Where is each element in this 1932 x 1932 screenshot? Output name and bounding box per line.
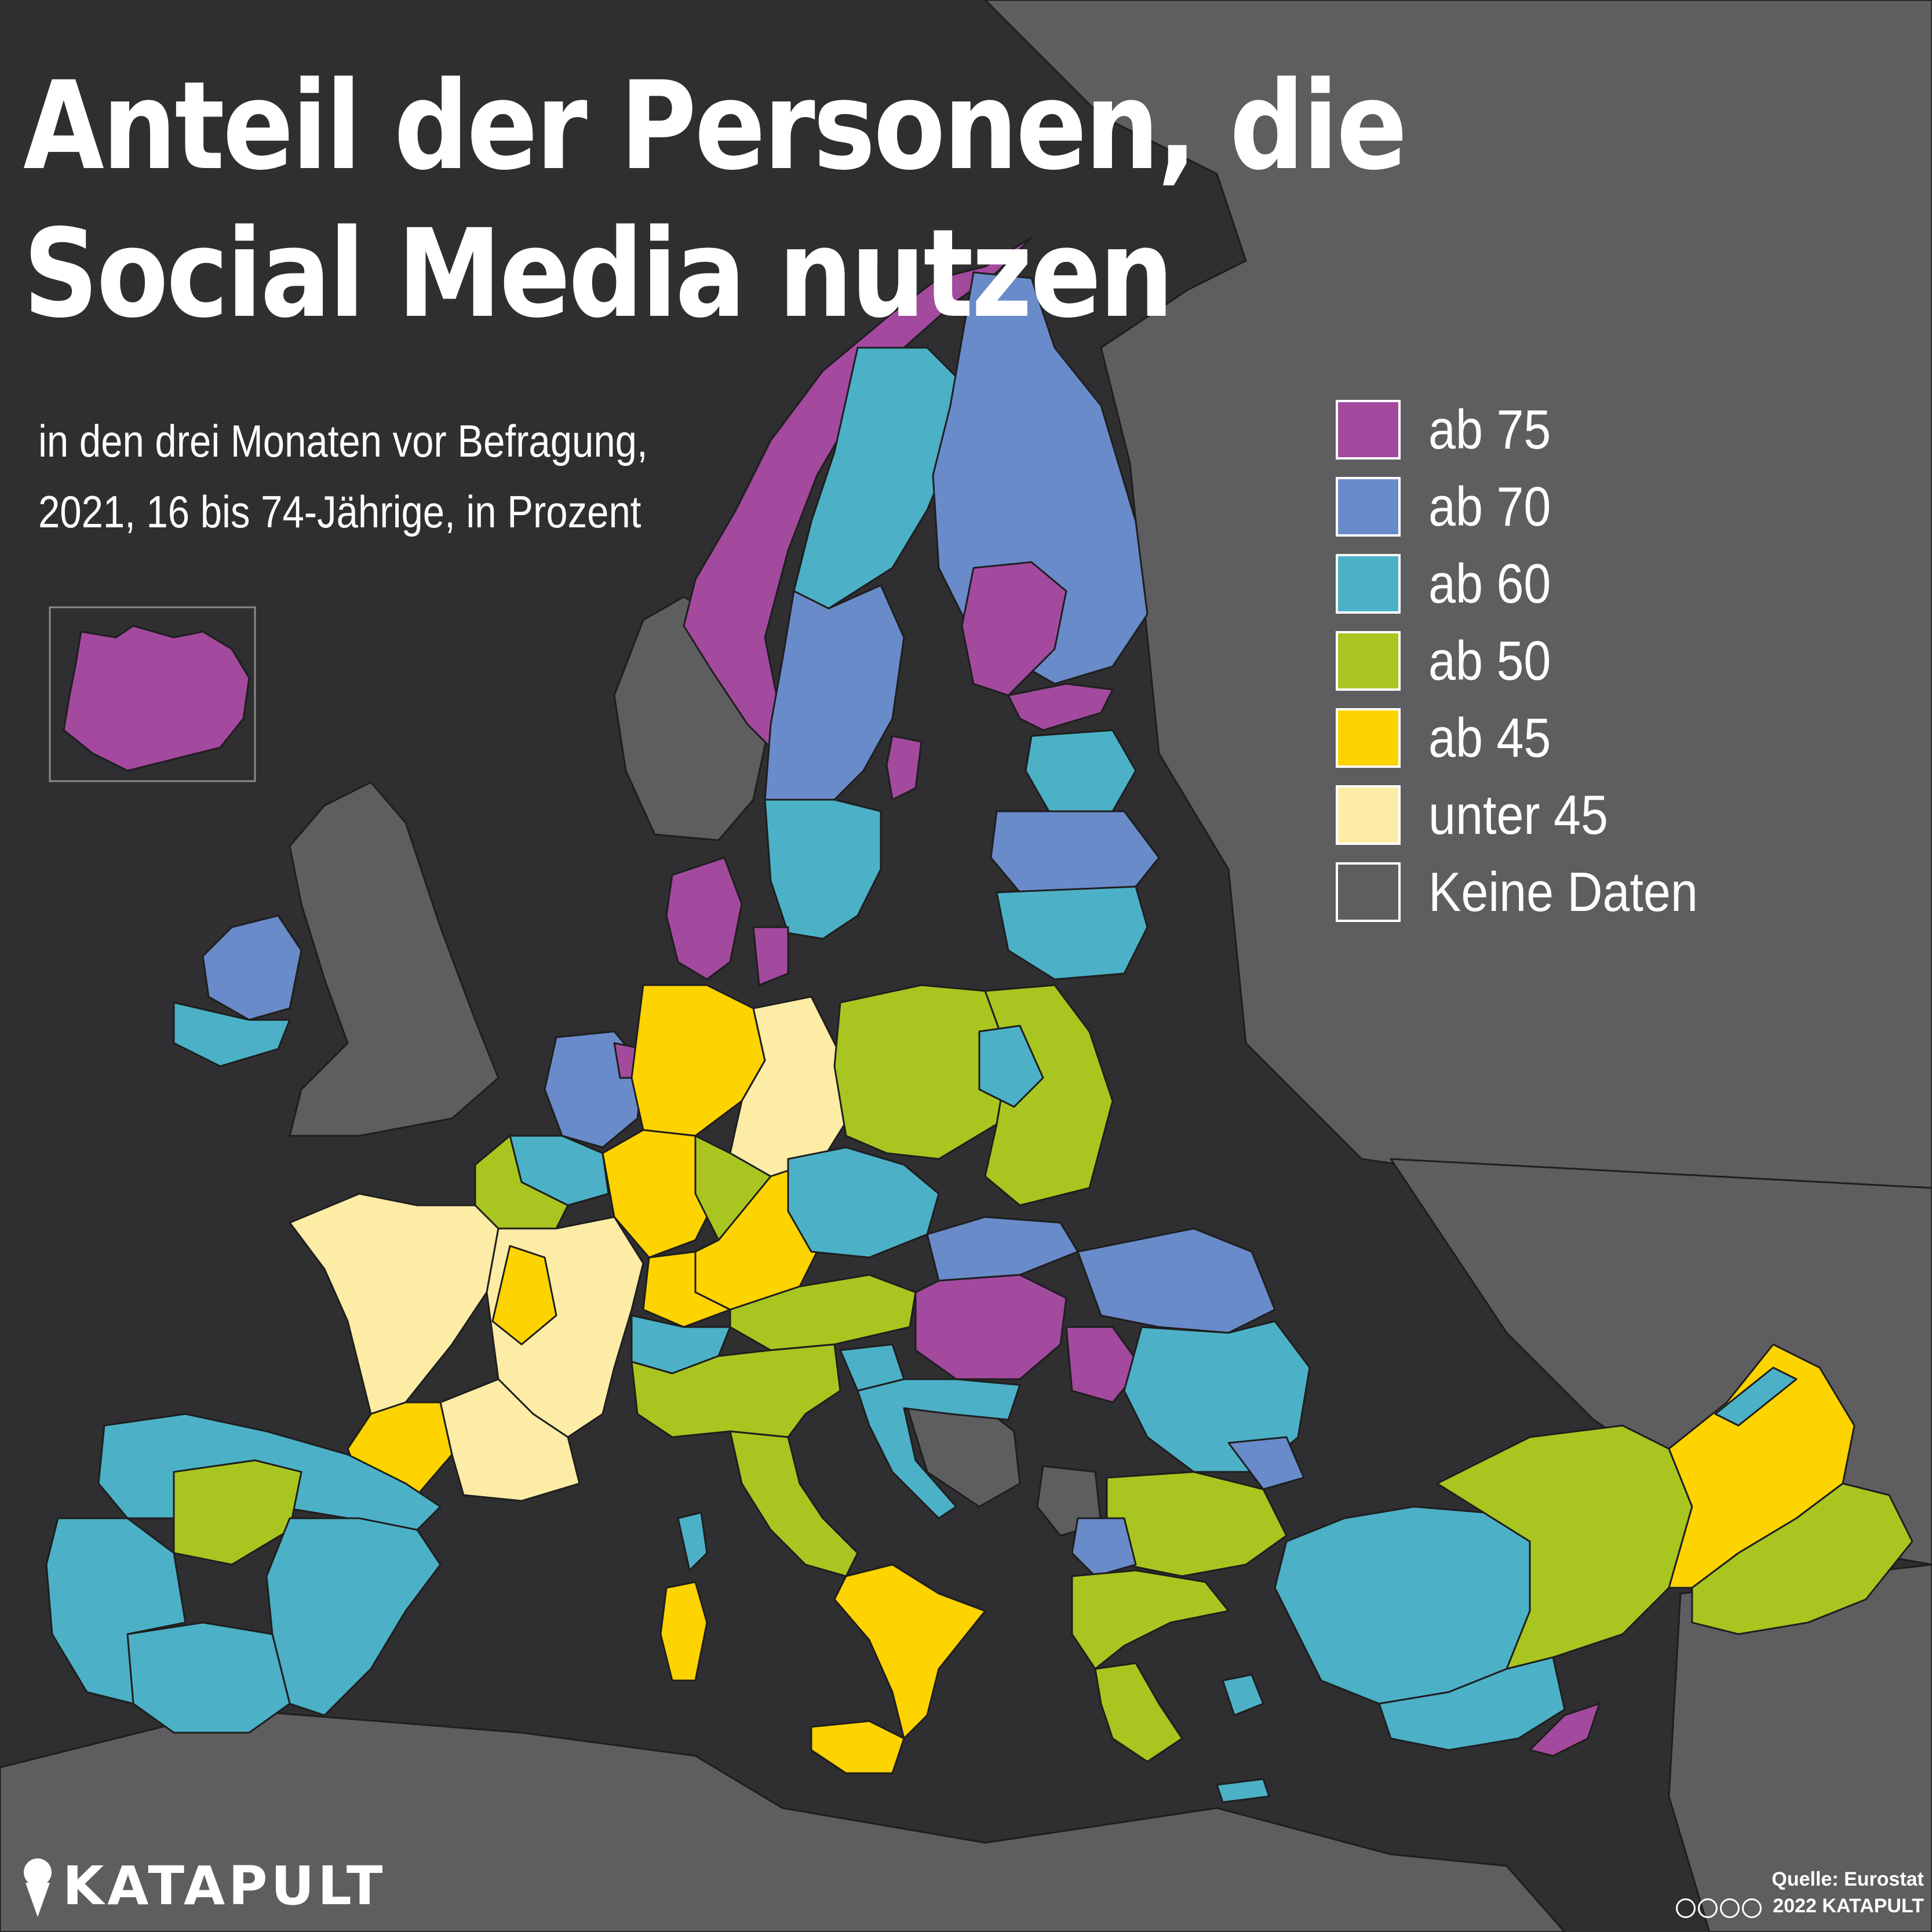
region-austria <box>729 1274 917 1351</box>
copyright-line: 2022 KATAPULT <box>1674 1893 1924 1920</box>
region-turkey-north-coast <box>1714 1366 1798 1427</box>
region-denmark-zealand <box>752 926 789 986</box>
region-lithuania <box>996 885 1149 980</box>
region-turkey-center <box>1436 1424 1693 1670</box>
legend-item-ab-60: ab 60 <box>1336 553 1799 631</box>
region-sweden-middle <box>764 584 905 824</box>
region-italy-north <box>630 1343 841 1438</box>
region-greece-islands <box>1216 1674 1270 1803</box>
region-slovakia <box>926 1216 1079 1282</box>
region-greece-north <box>1071 1569 1230 1670</box>
region-sweden-island <box>885 735 923 801</box>
source-credit: Quelle: Eurostat 2022 KATAPULT <box>1674 1866 1924 1920</box>
north-africa-region <box>0 1708 1566 1932</box>
region-estonia <box>1025 729 1137 812</box>
ice-cream-icon <box>24 1858 52 1917</box>
region-spain-east <box>265 1517 442 1716</box>
legend-item-ab-70: ab 70 <box>1336 476 1799 554</box>
legend-label: ab 50 <box>1428 630 1551 692</box>
region-sardinia <box>659 1581 708 1682</box>
region-cyprus <box>1529 1703 1601 1757</box>
region-greece-south <box>1094 1662 1183 1763</box>
legend-label: Keine Daten <box>1428 861 1698 923</box>
subtitle-line-1: in den drei Monaten vor Befragung, <box>38 415 648 466</box>
legend-item-ab-50: ab 50 <box>1336 630 1799 708</box>
region-sweden-south <box>764 799 882 940</box>
region-ireland-south <box>173 1001 291 1067</box>
legend-swatch <box>1336 400 1401 460</box>
page-title: Anteil der Personen, die Social Media nu… <box>23 55 1408 345</box>
region-turkey-south <box>1691 1482 1913 1635</box>
region-spain-south <box>126 1621 291 1734</box>
region-france-south <box>439 1378 581 1502</box>
region-sweden-north <box>793 347 963 610</box>
legend-label: ab 45 <box>1428 707 1551 769</box>
region-finland-middle <box>961 561 1067 697</box>
region-denmark <box>665 856 743 980</box>
region-iceland <box>63 625 250 772</box>
source-text: Quelle: Eurostat <box>1771 1868 1924 1890</box>
region-czechia <box>787 1146 940 1259</box>
region-north-macedonia <box>1071 1517 1137 1577</box>
region-france-west <box>289 1193 500 1415</box>
katapult-logo: KATAPULT <box>17 1851 435 1921</box>
region-romania-southeast <box>1227 1436 1305 1490</box>
legend-item-ab-45: ab 45 <box>1336 707 1799 785</box>
region-corsica <box>677 1511 708 1572</box>
region-poland-center <box>978 1025 1044 1108</box>
region-portugal <box>45 1517 187 1705</box>
region-poland-west <box>833 984 1009 1160</box>
legend-label: ab 60 <box>1428 553 1551 615</box>
legend-item-keine-daten: Keine Daten <box>1336 861 1799 939</box>
region-italy-center <box>729 1430 859 1577</box>
legend-item-unter-45: unter 45 <box>1336 784 1799 862</box>
legend-label: unter 45 <box>1428 784 1608 846</box>
legend-label: ab 75 <box>1428 399 1551 461</box>
region-turkey-southwest <box>1378 1656 1566 1751</box>
legend-item-ab-75: ab 75 <box>1336 399 1799 477</box>
subtitle: in den drei Monaten vor Befragung, 2021,… <box>38 406 736 547</box>
legend-label: ab 70 <box>1428 476 1551 538</box>
legend-swatch <box>1336 862 1401 922</box>
legend-swatch <box>1336 631 1401 691</box>
legend-swatch <box>1336 477 1401 537</box>
subtitle-line-2: 2021, 16 bis 74-Jährige, in Prozent <box>38 486 641 537</box>
region-latvia <box>990 810 1160 894</box>
legend-swatch <box>1336 785 1401 845</box>
region-croatia <box>856 1378 1021 1519</box>
uk-region <box>289 781 500 1137</box>
creative-commons-icon <box>1674 1894 1762 1920</box>
copyright-text: 2022 KATAPULT <box>1773 1895 1924 1917</box>
region-romania-north <box>1077 1227 1276 1334</box>
legend: ab 75 ab 70 ab 60 ab 50 ab 45 unter 45 K… <box>1336 399 1799 939</box>
logo-text: KATAPULT <box>63 1855 387 1917</box>
region-italy-south <box>833 1563 986 1740</box>
region-ireland-north <box>202 914 302 1021</box>
legend-swatch <box>1336 554 1401 614</box>
region-france-center <box>491 1245 557 1346</box>
region-finland-south <box>1007 683 1114 731</box>
region-sicily <box>810 1720 905 1774</box>
region-hungary <box>914 1274 1067 1380</box>
legend-swatch <box>1336 708 1401 768</box>
iceland-inset-frame <box>49 606 256 782</box>
